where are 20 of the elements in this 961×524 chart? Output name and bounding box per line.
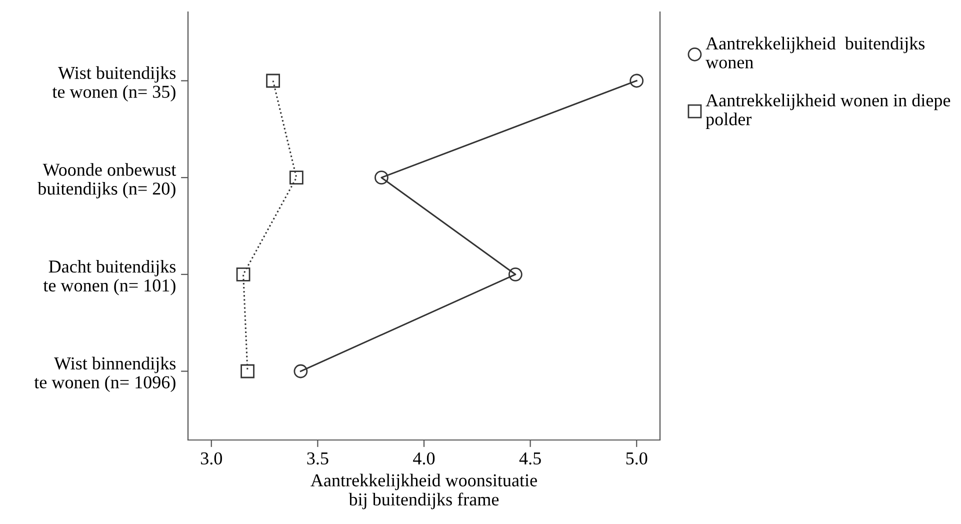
y-tick-label: Wist binnendijks te wonen (n= 1096) — [34, 356, 176, 392]
x-tick-label: 4.5 — [519, 452, 541, 465]
legend-label: Aantrekkelijkheid buitendijks wonen — [706, 36, 925, 68]
x-axis-title: Aantrekkelijkheid woonsituatie bij buitendijks frame — [310, 474, 537, 510]
x-tick-label: 3.5 — [307, 452, 328, 465]
point — [289, 170, 304, 185]
x-tick-label: 5.0 — [626, 452, 648, 465]
point — [236, 267, 250, 282]
point — [240, 364, 254, 378]
point — [266, 74, 280, 88]
point — [630, 74, 644, 88]
point — [294, 364, 308, 378]
point — [374, 170, 388, 185]
y-tick-label: Woonde onbewust buitendijks (n= 20) — [38, 163, 176, 198]
point — [508, 267, 522, 282]
x-tick-label: 4.0 — [413, 452, 435, 465]
y-tick-label: Wist buitendijks te wonen (n= 35) — [52, 66, 176, 102]
legend-label: Aantrekkelijkheid wonen in diepe polder — [706, 94, 950, 129]
x-tick-label: 3.0 — [200, 452, 222, 465]
y-tick-label: Dacht buitendijks te wonen (n= 101) — [43, 260, 176, 296]
